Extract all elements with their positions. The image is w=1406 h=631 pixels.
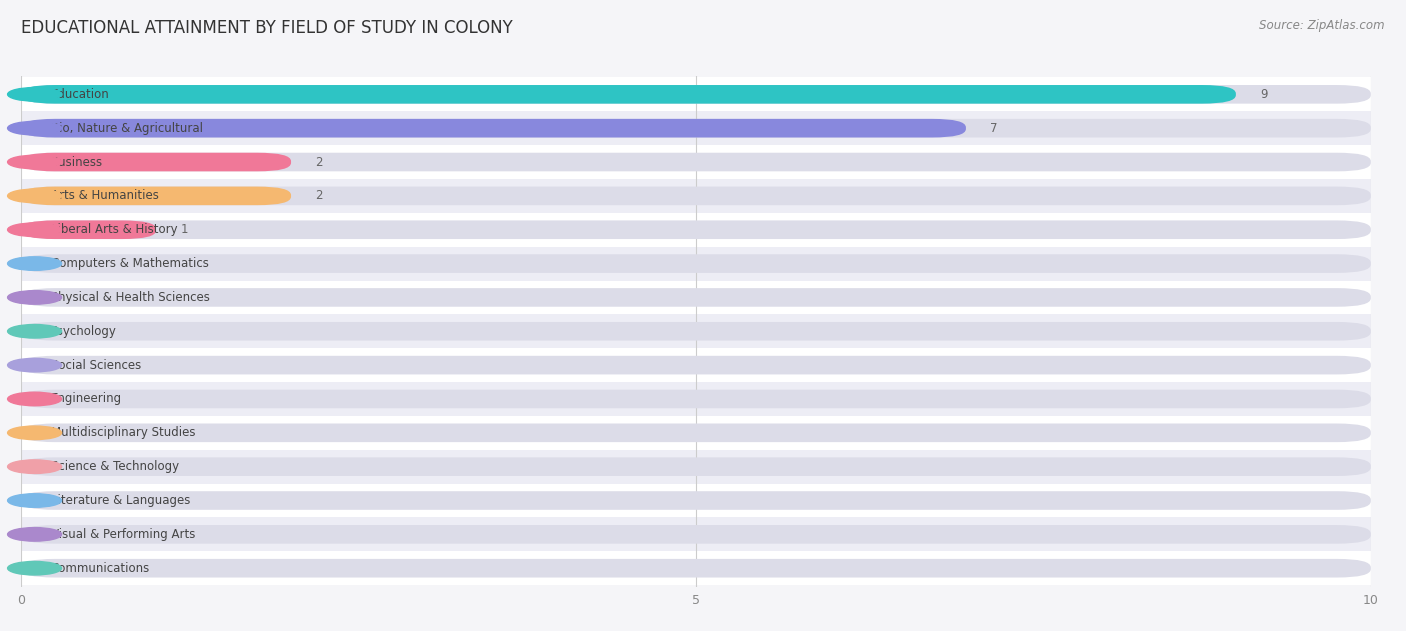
Text: Bio, Nature & Agricultural: Bio, Nature & Agricultural bbox=[51, 122, 202, 134]
Text: 2: 2 bbox=[315, 189, 323, 203]
FancyBboxPatch shape bbox=[21, 491, 1371, 510]
Bar bbox=[21, 483, 1371, 517]
Bar bbox=[21, 314, 1371, 348]
Text: Literature & Languages: Literature & Languages bbox=[51, 494, 190, 507]
Bar bbox=[21, 145, 1371, 179]
Text: 0: 0 bbox=[45, 494, 53, 507]
Text: 0: 0 bbox=[45, 257, 53, 270]
Text: 2: 2 bbox=[315, 155, 323, 168]
Circle shape bbox=[7, 562, 62, 575]
Circle shape bbox=[7, 493, 62, 507]
FancyBboxPatch shape bbox=[21, 220, 1371, 239]
Text: Social Sciences: Social Sciences bbox=[51, 358, 141, 372]
Text: Education: Education bbox=[51, 88, 110, 101]
Bar bbox=[21, 281, 1371, 314]
Bar bbox=[21, 111, 1371, 145]
Text: 0: 0 bbox=[45, 325, 53, 338]
Text: Arts & Humanities: Arts & Humanities bbox=[51, 189, 159, 203]
Circle shape bbox=[7, 528, 62, 541]
Text: Communications: Communications bbox=[51, 562, 150, 575]
Bar bbox=[21, 213, 1371, 247]
Circle shape bbox=[7, 426, 62, 440]
FancyBboxPatch shape bbox=[21, 254, 1371, 273]
FancyBboxPatch shape bbox=[21, 153, 291, 172]
Bar bbox=[21, 551, 1371, 585]
Text: Physical & Health Sciences: Physical & Health Sciences bbox=[51, 291, 209, 304]
FancyBboxPatch shape bbox=[21, 559, 1371, 577]
FancyBboxPatch shape bbox=[21, 423, 1371, 442]
FancyBboxPatch shape bbox=[21, 153, 1371, 172]
Text: 0: 0 bbox=[45, 358, 53, 372]
Bar bbox=[21, 348, 1371, 382]
Circle shape bbox=[7, 88, 62, 101]
Bar bbox=[21, 247, 1371, 281]
Bar bbox=[21, 78, 1371, 111]
Text: EDUCATIONAL ATTAINMENT BY FIELD OF STUDY IN COLONY: EDUCATIONAL ATTAINMENT BY FIELD OF STUDY… bbox=[21, 19, 513, 37]
FancyBboxPatch shape bbox=[21, 187, 1371, 205]
FancyBboxPatch shape bbox=[21, 85, 1371, 103]
Text: Visual & Performing Arts: Visual & Performing Arts bbox=[51, 528, 195, 541]
Text: 0: 0 bbox=[45, 427, 53, 439]
FancyBboxPatch shape bbox=[21, 356, 1371, 374]
Circle shape bbox=[7, 460, 62, 473]
Text: 0: 0 bbox=[45, 291, 53, 304]
FancyBboxPatch shape bbox=[21, 119, 966, 138]
Circle shape bbox=[7, 189, 62, 203]
Circle shape bbox=[7, 324, 62, 338]
Text: 0: 0 bbox=[45, 460, 53, 473]
FancyBboxPatch shape bbox=[21, 322, 1371, 341]
Text: 9: 9 bbox=[1260, 88, 1268, 101]
Circle shape bbox=[7, 291, 62, 304]
FancyBboxPatch shape bbox=[21, 390, 1371, 408]
Circle shape bbox=[7, 155, 62, 169]
FancyBboxPatch shape bbox=[21, 119, 1371, 138]
Circle shape bbox=[7, 121, 62, 135]
Text: 0: 0 bbox=[45, 528, 53, 541]
FancyBboxPatch shape bbox=[21, 187, 291, 205]
Text: Multidisciplinary Studies: Multidisciplinary Studies bbox=[51, 427, 195, 439]
Bar bbox=[21, 416, 1371, 450]
Circle shape bbox=[7, 257, 62, 270]
FancyBboxPatch shape bbox=[21, 525, 1371, 544]
FancyBboxPatch shape bbox=[21, 220, 156, 239]
Text: Liberal Arts & History: Liberal Arts & History bbox=[51, 223, 177, 236]
Text: 0: 0 bbox=[45, 562, 53, 575]
Bar bbox=[21, 382, 1371, 416]
Circle shape bbox=[7, 358, 62, 372]
Text: Computers & Mathematics: Computers & Mathematics bbox=[51, 257, 208, 270]
Text: Source: ZipAtlas.com: Source: ZipAtlas.com bbox=[1260, 19, 1385, 32]
FancyBboxPatch shape bbox=[21, 85, 1236, 103]
FancyBboxPatch shape bbox=[21, 288, 1371, 307]
Text: Science & Technology: Science & Technology bbox=[51, 460, 179, 473]
Bar bbox=[21, 450, 1371, 483]
Text: Engineering: Engineering bbox=[51, 392, 122, 406]
FancyBboxPatch shape bbox=[21, 457, 1371, 476]
Bar bbox=[21, 179, 1371, 213]
Text: 7: 7 bbox=[990, 122, 998, 134]
Text: Psychology: Psychology bbox=[51, 325, 117, 338]
Circle shape bbox=[7, 392, 62, 406]
Text: Business: Business bbox=[51, 155, 103, 168]
Text: 0: 0 bbox=[45, 392, 53, 406]
Text: 1: 1 bbox=[180, 223, 188, 236]
Circle shape bbox=[7, 223, 62, 237]
Bar bbox=[21, 517, 1371, 551]
